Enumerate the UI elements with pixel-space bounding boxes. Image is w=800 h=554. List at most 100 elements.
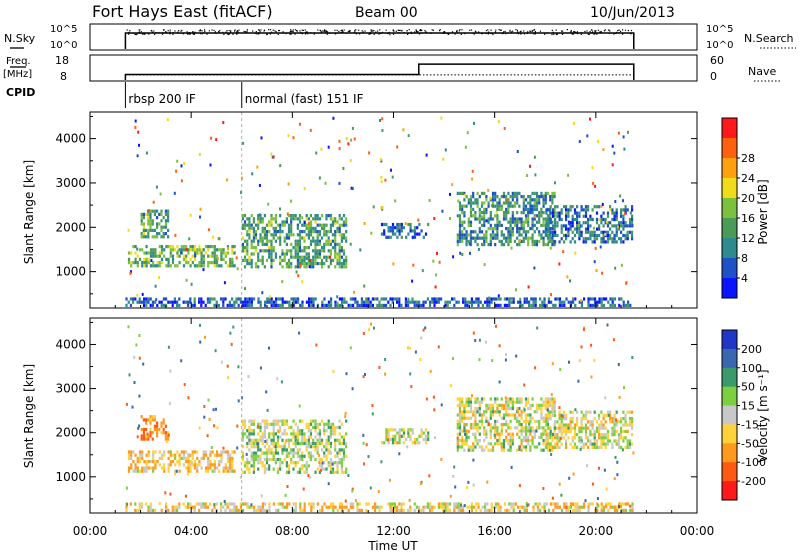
heatmap-cell bbox=[510, 300, 513, 304]
heatmap-cell bbox=[279, 464, 282, 468]
heatmap-cell bbox=[138, 334, 141, 337]
heatmap-cell bbox=[458, 207, 462, 211]
heatmap-cell bbox=[167, 209, 170, 213]
heatmap-cell bbox=[606, 442, 610, 446]
heatmap-cell bbox=[149, 216, 152, 220]
heatmap-cell bbox=[151, 219, 154, 223]
heatmap-cell bbox=[252, 438, 255, 442]
heatmap-cell bbox=[182, 450, 186, 454]
heatmap-cell bbox=[476, 204, 479, 208]
heatmap-cell bbox=[163, 248, 166, 252]
heatmap-cell bbox=[327, 242, 330, 246]
heatmap-cell bbox=[411, 300, 414, 304]
heatmap-cell bbox=[404, 222, 407, 225]
nsearch-point bbox=[324, 29, 326, 31]
nsearch-point bbox=[460, 33, 462, 35]
heatmap-cell bbox=[149, 209, 152, 213]
heatmap-cell bbox=[498, 413, 501, 417]
heatmap-cell bbox=[169, 460, 172, 464]
heatmap-cell bbox=[145, 300, 148, 304]
heatmap-cell bbox=[266, 297, 269, 301]
heatmap-cell bbox=[298, 242, 302, 246]
heatmap-cell bbox=[507, 400, 510, 404]
heatmap-cell bbox=[558, 303, 561, 307]
heatmap-cell bbox=[379, 119, 381, 122]
nsearch-point bbox=[566, 29, 568, 31]
heatmap-cell bbox=[586, 464, 589, 468]
heatmap-cell bbox=[487, 422, 490, 426]
heatmap-cell bbox=[259, 505, 262, 509]
heatmap-cell bbox=[562, 240, 566, 244]
heatmap-cell bbox=[613, 423, 616, 427]
heatmap-cell bbox=[550, 293, 552, 297]
heatmap-cell bbox=[242, 141, 245, 145]
heatmap-cell bbox=[222, 121, 225, 125]
heatmap-cell bbox=[250, 464, 253, 468]
cpid-segments: rbsp 200 IF normal (fast) 151 IF bbox=[124, 82, 364, 108]
heatmap-cell bbox=[149, 219, 152, 223]
heatmap-cell bbox=[519, 505, 522, 509]
heatmap-cell bbox=[594, 300, 597, 304]
heatmap-cell bbox=[594, 303, 597, 307]
heatmap-cell bbox=[209, 254, 212, 258]
heatmap-cell bbox=[522, 207, 525, 211]
heatmap-cell bbox=[414, 350, 417, 354]
heatmap-cell bbox=[345, 239, 348, 243]
nsearch-point bbox=[488, 31, 490, 33]
heatmap-cell bbox=[163, 254, 166, 258]
heatmap-cell bbox=[600, 217, 603, 222]
heatmap-cell bbox=[489, 432, 492, 436]
heatmap-cell bbox=[631, 426, 634, 430]
heatmap-cell bbox=[250, 432, 253, 436]
heatmap-cell bbox=[196, 251, 199, 255]
heatmap-cell bbox=[316, 467, 319, 471]
heatmap-cell bbox=[318, 217, 321, 221]
heatmap-cell bbox=[509, 419, 512, 423]
heatmap-cell bbox=[303, 262, 306, 266]
heatmap-cell bbox=[314, 470, 317, 474]
heatmap-cell bbox=[498, 432, 501, 436]
heatmap-cell bbox=[140, 427, 143, 432]
heatmap-cell bbox=[241, 454, 244, 458]
heatmap-cell bbox=[296, 448, 299, 452]
heatmap-cell bbox=[209, 460, 212, 464]
heatmap-cell bbox=[467, 397, 470, 401]
heatmap-cell bbox=[631, 410, 634, 414]
heatmap-cell bbox=[204, 453, 208, 457]
heatmap-cell bbox=[542, 432, 545, 436]
heatmap-cell bbox=[527, 285, 530, 289]
heatmap-cell bbox=[527, 400, 530, 404]
heatmap-cell bbox=[202, 456, 205, 460]
heatmap-cell bbox=[609, 205, 612, 209]
nsearch-point bbox=[258, 29, 260, 31]
heatmap-cell bbox=[500, 407, 503, 411]
heatmap-cell bbox=[480, 236, 484, 240]
heatmap-cell bbox=[312, 438, 315, 442]
heatmap-cell bbox=[476, 439, 479, 443]
heatmap-cell bbox=[565, 508, 568, 512]
heatmap-cell bbox=[465, 410, 468, 414]
heatmap-cell bbox=[440, 297, 443, 301]
heatmap-cell bbox=[565, 413, 568, 417]
heatmap-cell bbox=[276, 435, 280, 439]
heatmap-cell bbox=[533, 217, 536, 221]
heatmap-cell bbox=[529, 201, 532, 205]
heatmap-cell bbox=[411, 235, 414, 239]
nsearch-point bbox=[314, 32, 316, 34]
heatmap-cell bbox=[143, 261, 146, 265]
heatmap-cell bbox=[446, 303, 449, 307]
heatmap-cell bbox=[303, 454, 306, 458]
heatmap-cell bbox=[129, 271, 132, 275]
nsearch-point bbox=[304, 29, 306, 31]
heatmap-cell bbox=[624, 237, 627, 241]
heatmap-cell bbox=[336, 508, 339, 512]
heatmap-cell bbox=[226, 469, 230, 473]
heatmap-cell bbox=[246, 441, 249, 446]
heatmap-cell bbox=[437, 297, 440, 301]
heatmap-cell bbox=[520, 195, 523, 199]
heatmap-cell bbox=[248, 438, 251, 442]
heatmap-cell bbox=[522, 230, 525, 234]
heatmap-cell bbox=[378, 366, 381, 369]
nsearch-point bbox=[163, 32, 165, 34]
